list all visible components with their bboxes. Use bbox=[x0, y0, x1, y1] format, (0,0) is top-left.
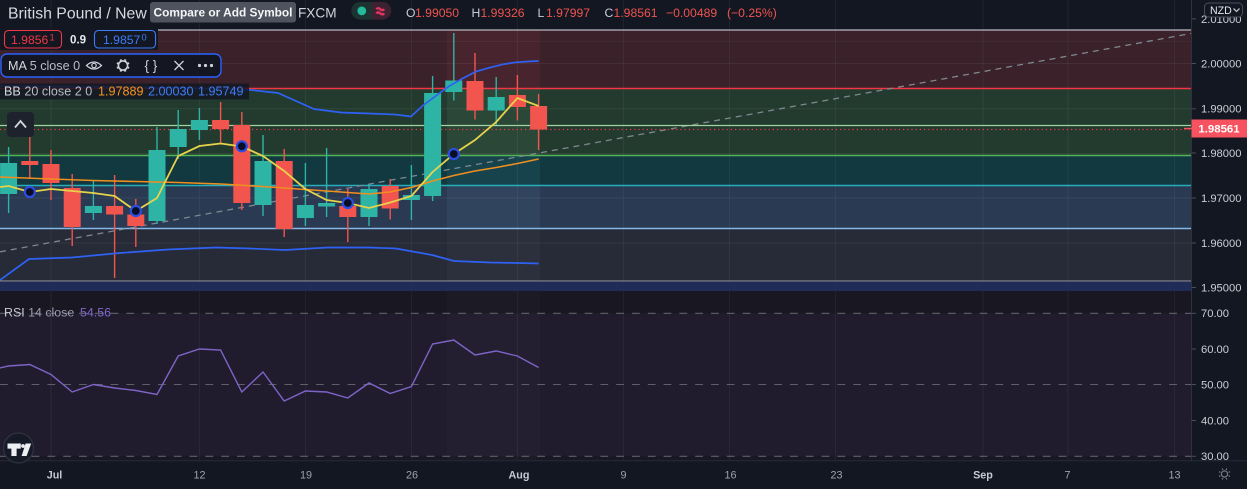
svg-text:26: 26 bbox=[406, 470, 418, 482]
svg-text:1.99050: 1.99050 bbox=[415, 6, 459, 20]
svg-text:2.00000: 2.00000 bbox=[1201, 58, 1241, 70]
svg-text:30.00: 30.00 bbox=[1201, 451, 1229, 463]
svg-text:1.98561: 1.98561 bbox=[1198, 124, 1240, 136]
svg-text:Aug: Aug bbox=[509, 470, 530, 482]
svg-text:0: 0 bbox=[142, 33, 147, 43]
svg-text:1.95749: 1.95749 bbox=[198, 85, 244, 99]
svg-text:FXCM: FXCM bbox=[298, 6, 337, 21]
svg-text:1.97000: 1.97000 bbox=[1201, 193, 1241, 205]
svg-text:2.00030: 2.00030 bbox=[148, 85, 194, 99]
svg-text:H: H bbox=[472, 6, 481, 20]
svg-text:40.00: 40.00 bbox=[1201, 415, 1229, 427]
svg-text:1.97997: 1.97997 bbox=[546, 6, 590, 20]
svg-text:1.98561: 1.98561 bbox=[614, 6, 658, 20]
svg-text:−0.00489: −0.00489 bbox=[666, 6, 717, 20]
svg-text:16: 16 bbox=[724, 470, 736, 482]
svg-text:Sep: Sep bbox=[973, 470, 993, 482]
svg-text:British Pound / New: British Pound / New bbox=[8, 5, 147, 22]
svg-text:70.00: 70.00 bbox=[1201, 308, 1229, 320]
svg-text:C: C bbox=[605, 6, 614, 20]
svg-text:BB 20 close 2 0: BB 20 close 2 0 bbox=[4, 85, 92, 99]
svg-text:1.98000: 1.98000 bbox=[1201, 148, 1241, 160]
svg-text:Jul: Jul bbox=[47, 470, 63, 482]
svg-text:{ }: { } bbox=[145, 58, 158, 73]
svg-text:0.9: 0.9 bbox=[70, 34, 87, 47]
svg-text:NZD: NZD bbox=[1210, 5, 1232, 17]
svg-text:1.95000: 1.95000 bbox=[1201, 282, 1241, 294]
svg-text:60.00: 60.00 bbox=[1201, 344, 1229, 356]
svg-text:9: 9 bbox=[620, 470, 626, 482]
svg-text:1.99326: 1.99326 bbox=[481, 6, 525, 20]
svg-text:13: 13 bbox=[1168, 470, 1180, 482]
svg-text:MA 5 close 0: MA 5 close 0 bbox=[8, 59, 80, 73]
svg-text:54.56: 54.56 bbox=[80, 305, 111, 319]
svg-text:Compare or Add Symbol: Compare or Add Symbol bbox=[154, 6, 293, 20]
svg-text:12: 12 bbox=[193, 470, 205, 482]
svg-text:7: 7 bbox=[1064, 470, 1070, 482]
svg-text:O: O bbox=[406, 6, 415, 20]
svg-text:19: 19 bbox=[300, 470, 312, 482]
svg-text:(−0.25%): (−0.25%) bbox=[727, 6, 777, 20]
svg-text:1.99000: 1.99000 bbox=[1201, 104, 1241, 116]
svg-text:1: 1 bbox=[50, 33, 55, 43]
svg-text:23: 23 bbox=[830, 470, 842, 482]
svg-text:1.97889: 1.97889 bbox=[98, 85, 144, 99]
svg-text:RSI 14 close: RSI 14 close bbox=[4, 305, 74, 319]
svg-text:1.96000: 1.96000 bbox=[1201, 238, 1241, 250]
svg-text:L: L bbox=[538, 6, 545, 20]
svg-text:1.9857: 1.9857 bbox=[103, 33, 140, 47]
svg-text:1.9856: 1.9856 bbox=[11, 33, 48, 47]
svg-text:50.00: 50.00 bbox=[1201, 379, 1229, 391]
